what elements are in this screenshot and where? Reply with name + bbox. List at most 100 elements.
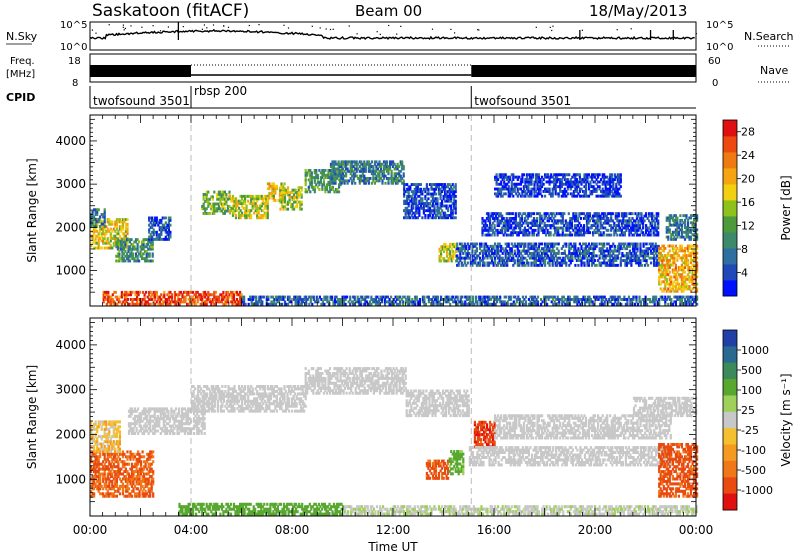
data-cell (501, 261, 504, 265)
data-cell (611, 212, 614, 216)
data-cell (674, 277, 677, 281)
data-cell (512, 187, 515, 191)
data-cell (527, 263, 530, 267)
data-cell (645, 224, 648, 227)
data-cell (558, 219, 561, 223)
data-cell (643, 219, 646, 223)
data-cell (413, 187, 416, 191)
noise-search-dot (325, 28, 327, 30)
data-cell (593, 228, 596, 232)
data-cell (575, 233, 578, 237)
data-cell (266, 182, 269, 186)
data-cell (530, 261, 533, 265)
data-cell (300, 186, 303, 190)
data-cell (358, 174, 361, 178)
data-cell (272, 189, 275, 193)
data-cell (648, 233, 651, 237)
data-cell (642, 217, 645, 220)
data-cell (210, 204, 213, 208)
data-cell (148, 245, 151, 249)
data-cell (220, 197, 223, 201)
data-cell (361, 165, 364, 168)
data-cell (151, 247, 154, 251)
data-cell (313, 169, 316, 172)
data-cell (615, 194, 618, 198)
data-cell (450, 214, 453, 217)
data-cell (500, 194, 503, 198)
data-cell (271, 187, 274, 191)
data-cell (225, 202, 228, 206)
data-cell (557, 233, 560, 237)
data-cell (640, 228, 643, 232)
data-cell (622, 217, 625, 220)
data-cell (612, 194, 615, 198)
data-cell (598, 214, 601, 218)
data-cell (382, 167, 386, 171)
data-cell (506, 263, 509, 267)
data-cell (141, 245, 144, 249)
data-cell (598, 219, 601, 223)
data-cell (693, 223, 696, 227)
data-cell (490, 214, 493, 218)
data-cell (688, 277, 691, 281)
data-cell (497, 252, 500, 255)
data-cell (658, 280, 661, 284)
data-cell (103, 246, 106, 250)
data-cell (567, 224, 570, 227)
data-cell (393, 172, 396, 176)
data-cell (674, 244, 677, 248)
data-cell (676, 223, 679, 227)
data-cell (570, 217, 573, 220)
data-cell (606, 263, 609, 267)
data-cell (213, 204, 216, 208)
data-cell (419, 192, 422, 196)
data-cell (625, 259, 628, 262)
data-cell (609, 249, 612, 253)
data-cell (327, 176, 330, 179)
data-cell (91, 222, 94, 226)
data-cell (676, 282, 679, 286)
data-cell (657, 233, 660, 237)
data-cell (560, 259, 563, 262)
data-cell (399, 174, 402, 178)
data-cell (525, 214, 528, 218)
data-cell (674, 233, 677, 237)
data-cell (151, 218, 154, 222)
data-cell (621, 247, 624, 251)
data-cell (665, 280, 668, 284)
data-cell (108, 229, 111, 233)
data-cell (592, 247, 595, 251)
data-cell (122, 252, 125, 256)
data-cell (340, 167, 343, 171)
data-cell (286, 202, 290, 206)
data-cell (572, 190, 575, 193)
data-cell (674, 289, 677, 293)
data-cell (516, 249, 519, 253)
data-cell (332, 169, 336, 173)
data-cell (622, 231, 625, 235)
data-cell (536, 259, 539, 262)
data-cell (565, 254, 568, 258)
data-cell (612, 242, 615, 246)
data-cell (654, 252, 657, 255)
data-cell (222, 207, 225, 211)
data-cell (340, 177, 343, 180)
data-cell (136, 245, 139, 249)
data-cell (234, 216, 238, 220)
data-cell (378, 177, 381, 180)
data-cell (454, 194, 457, 198)
data-cell (501, 185, 504, 189)
data-cell (556, 175, 559, 179)
data-cell (546, 217, 549, 220)
data-cell (436, 214, 439, 217)
data-cell (587, 187, 591, 191)
data-cell (609, 247, 612, 251)
data-cell (126, 232, 129, 236)
data-cell (202, 204, 205, 208)
data-cell (257, 216, 260, 220)
data-cell (364, 165, 367, 168)
data-cell (696, 244, 699, 248)
data-cell (664, 270, 667, 274)
data-cell (105, 290, 108, 294)
data-cell (484, 242, 488, 246)
